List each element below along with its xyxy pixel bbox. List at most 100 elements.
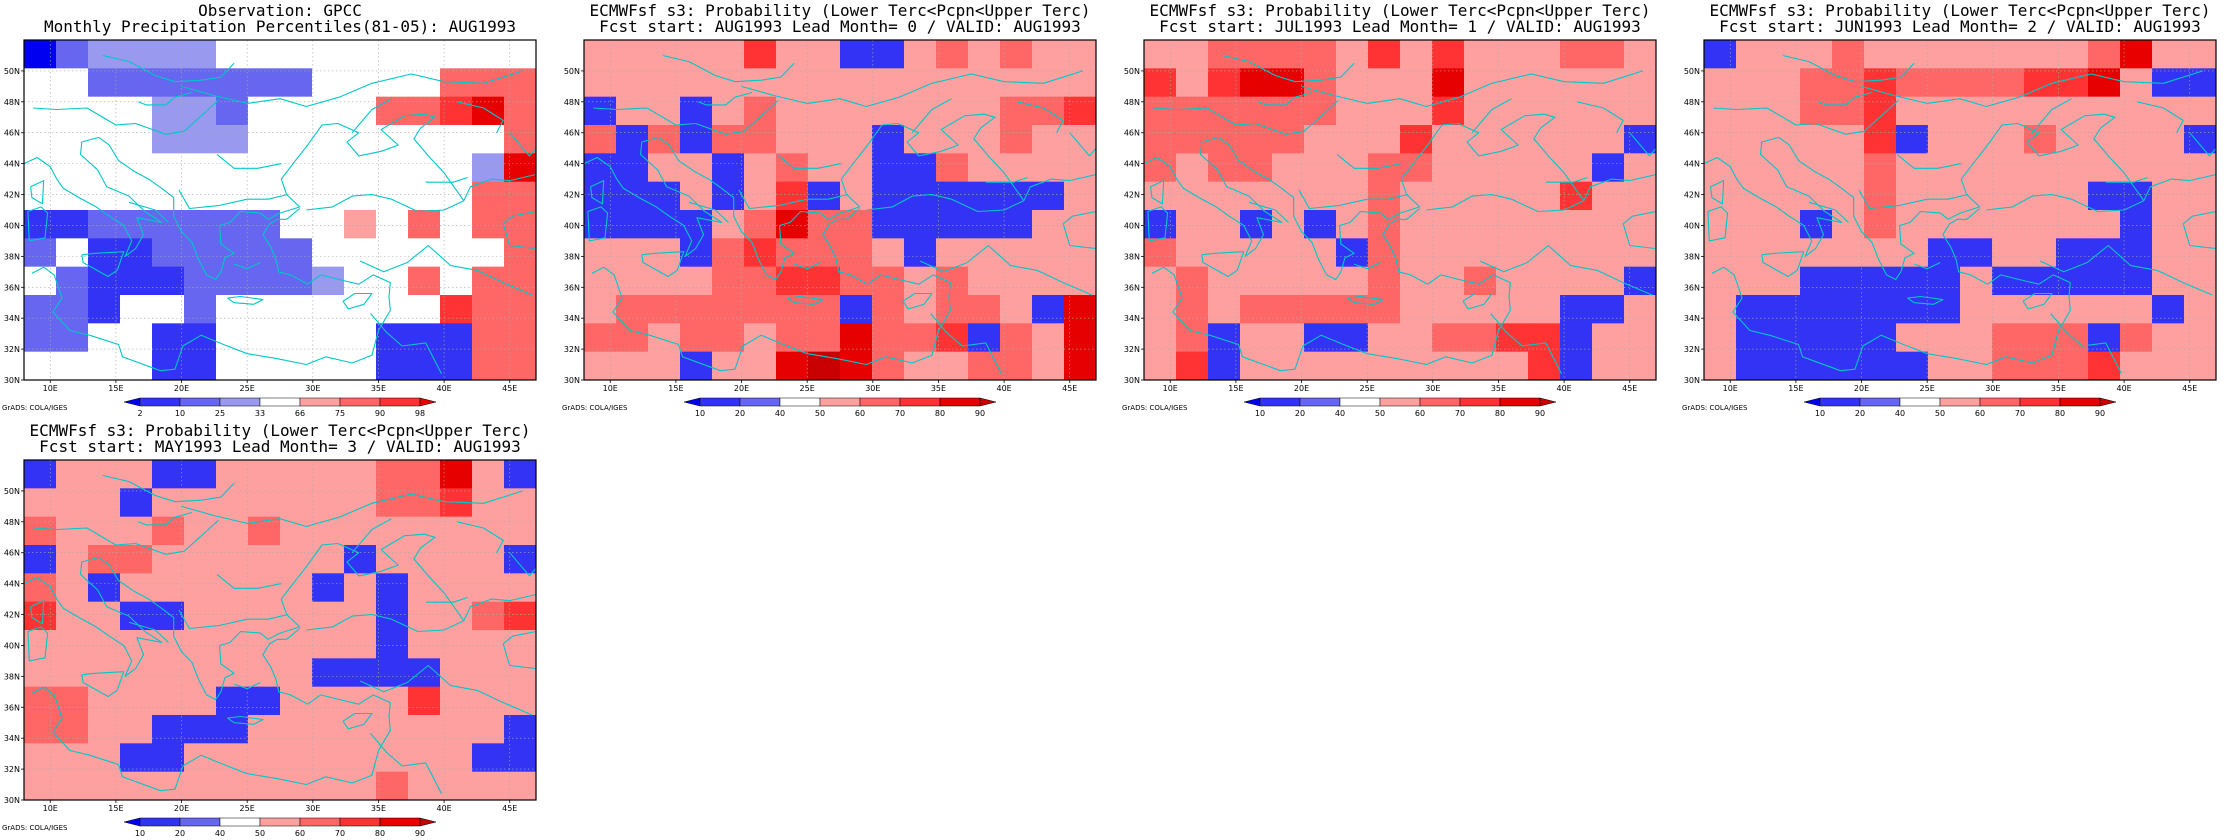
heatmap-cell <box>248 573 281 603</box>
colorbar-swatch <box>339 397 381 407</box>
heatmap-cell <box>1000 295 1033 324</box>
heatmap-cell <box>24 545 57 574</box>
colorbar-swatch <box>179 817 221 827</box>
heatmap-cell <box>152 210 185 239</box>
plot-frame <box>1143 39 1657 381</box>
heatmap-cell <box>1704 125 1737 154</box>
heatmap-cell <box>1960 238 1993 268</box>
colorbar-label: 40 <box>775 409 785 418</box>
heatmap-cell <box>1304 351 1337 381</box>
x-tick-label: 40E <box>436 384 451 393</box>
heatmap-cell <box>2056 68 2089 98</box>
heatmap-cell <box>504 686 537 716</box>
y-tick-label: 40N <box>1124 221 1140 230</box>
heatmap-cell <box>1464 295 1497 324</box>
colorbar-swatch <box>419 817 437 827</box>
heatmap-cell <box>712 181 745 211</box>
colorbar-swatch <box>699 397 741 407</box>
heatmap-cell <box>2056 266 2089 296</box>
colorbar-label: 60 <box>855 409 865 418</box>
y-tick-label: 42N <box>1684 191 1700 200</box>
y-tick-label: 30N <box>564 376 580 385</box>
colorbar-swatch <box>1539 397 1557 407</box>
heatmap-cell <box>280 460 313 489</box>
heatmap-cell <box>280 488 313 518</box>
x-tick-label: 10E <box>1723 384 1738 393</box>
heatmap-cell <box>1064 295 1097 324</box>
colorbar-label: 20 <box>175 829 185 838</box>
heatmap-cell <box>2120 96 2153 126</box>
heatmap-cell <box>1304 68 1337 98</box>
heatmap-cell <box>1464 125 1497 154</box>
coastline <box>793 262 821 270</box>
heatmap-cell <box>120 488 153 518</box>
heatmap-cell <box>1768 181 1801 211</box>
heatmap-cell <box>840 351 873 381</box>
heatmap-cell <box>312 771 345 801</box>
heatmap-cell <box>184 125 217 154</box>
heatmap-cell <box>408 238 441 268</box>
heatmap-cell <box>1432 68 1465 98</box>
heatmap-cell <box>1176 351 1209 381</box>
coastline <box>98 533 465 701</box>
colorbar: 10 20 40 50 60 70 80 90 <box>683 397 997 418</box>
heatmap-cell <box>120 68 153 98</box>
heatmap-cell <box>1272 323 1305 353</box>
heatmap-cell <box>808 181 841 211</box>
heatmap-cell <box>1992 96 2025 126</box>
heatmap-cell <box>440 266 473 296</box>
heatmap-cell <box>408 153 441 183</box>
heatmap-cell <box>1992 40 2025 69</box>
heatmap-cell <box>1896 295 1929 324</box>
heatmap-cell <box>440 181 473 211</box>
coastline <box>509 132 537 157</box>
heatmap-cell <box>712 323 745 353</box>
heatmap-cell <box>1704 68 1737 98</box>
x-tick-label: 45E <box>502 384 517 393</box>
panel-title-line1: ECMWFsf s3: Probability (Lower Terc<Pcpn… <box>1149 1 1651 20</box>
coastline <box>509 552 537 577</box>
heatmap-cell <box>936 40 969 69</box>
coastline <box>1218 113 1585 281</box>
y-tick-label: 50N <box>564 67 580 76</box>
heatmap-cell <box>1144 68 1177 98</box>
coastline <box>27 626 49 662</box>
y-tick-label: 34N <box>4 314 20 323</box>
heatmap-cell <box>1896 210 1929 239</box>
coastline <box>1479 244 1653 296</box>
heatmap-cell <box>120 545 153 574</box>
heatmap-cell <box>776 295 809 324</box>
heatmap-cell <box>1432 295 1465 324</box>
heatmap-cell <box>680 238 713 268</box>
colorbar-label: 80 <box>2055 409 2065 418</box>
x-tick-label: 40E <box>1556 384 1571 393</box>
colorbar-swatch <box>979 397 997 407</box>
heatmap-cell <box>1896 40 1929 69</box>
heatmap-cell <box>968 125 1001 154</box>
heatmap-cell <box>56 516 89 546</box>
heatmap-cell <box>1736 323 1769 353</box>
heatmap-cell <box>1496 351 1529 381</box>
y-tick-label: 44N <box>4 160 20 169</box>
heatmap-cell <box>440 771 473 801</box>
heatmap-cell <box>472 658 505 688</box>
heatmap-cell <box>376 573 409 603</box>
heatmap-cell <box>1864 125 1897 154</box>
coastline <box>1577 101 1624 133</box>
heatmap-cell <box>808 125 841 154</box>
heatmap-cell <box>1992 153 2025 183</box>
heatmap-cell <box>1528 181 1561 211</box>
heatmap-cell <box>504 545 537 574</box>
heatmap-cell <box>1704 181 1737 211</box>
heatmap-cell <box>904 153 937 183</box>
heatmap-cell <box>1592 125 1625 154</box>
colorbar-label: 75 <box>335 409 345 418</box>
heatmap-cell <box>936 96 969 126</box>
heatmap-cell <box>1896 96 1929 126</box>
heatmap-cell <box>88 295 121 324</box>
heatmap-cell <box>184 743 217 773</box>
heatmap-cell <box>216 238 249 268</box>
grads-footer: GrADS: COLA/IGES <box>2 824 68 832</box>
heatmap-cell <box>1368 181 1401 211</box>
heatmap-cell <box>840 181 873 211</box>
